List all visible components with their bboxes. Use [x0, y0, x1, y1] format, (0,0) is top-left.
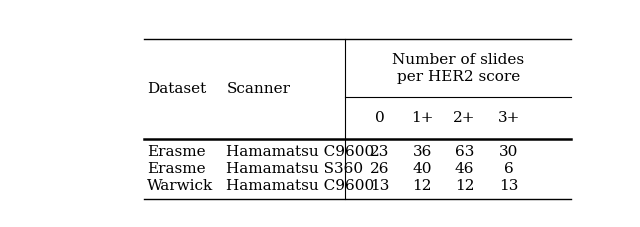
Text: 23: 23	[371, 145, 390, 159]
Text: 2+: 2+	[453, 111, 476, 125]
Text: Dataset: Dataset	[147, 82, 206, 96]
Text: 13: 13	[371, 179, 390, 193]
Text: Warwick: Warwick	[147, 179, 213, 193]
Text: Erasme: Erasme	[147, 162, 205, 176]
Text: 63: 63	[454, 145, 474, 159]
Text: 12: 12	[413, 179, 432, 193]
Text: 30: 30	[499, 145, 519, 159]
Text: Hamamatsu S360: Hamamatsu S360	[227, 162, 364, 176]
Text: Hamamatsu C9600: Hamamatsu C9600	[227, 179, 374, 193]
Text: 0: 0	[375, 111, 385, 125]
Text: 36: 36	[413, 145, 432, 159]
Text: 13: 13	[499, 179, 519, 193]
Text: Hamamatsu C9600: Hamamatsu C9600	[227, 145, 374, 159]
Text: 6: 6	[504, 162, 514, 176]
Text: 3+: 3+	[498, 111, 520, 125]
Text: 26: 26	[371, 162, 390, 176]
Text: Number of slides
per HER2 score: Number of slides per HER2 score	[392, 53, 524, 84]
Text: Erasme: Erasme	[147, 145, 205, 159]
Text: Scanner: Scanner	[227, 82, 291, 96]
Text: 1+: 1+	[411, 111, 433, 125]
Text: 40: 40	[413, 162, 432, 176]
Text: 46: 46	[454, 162, 474, 176]
Text: 12: 12	[454, 179, 474, 193]
